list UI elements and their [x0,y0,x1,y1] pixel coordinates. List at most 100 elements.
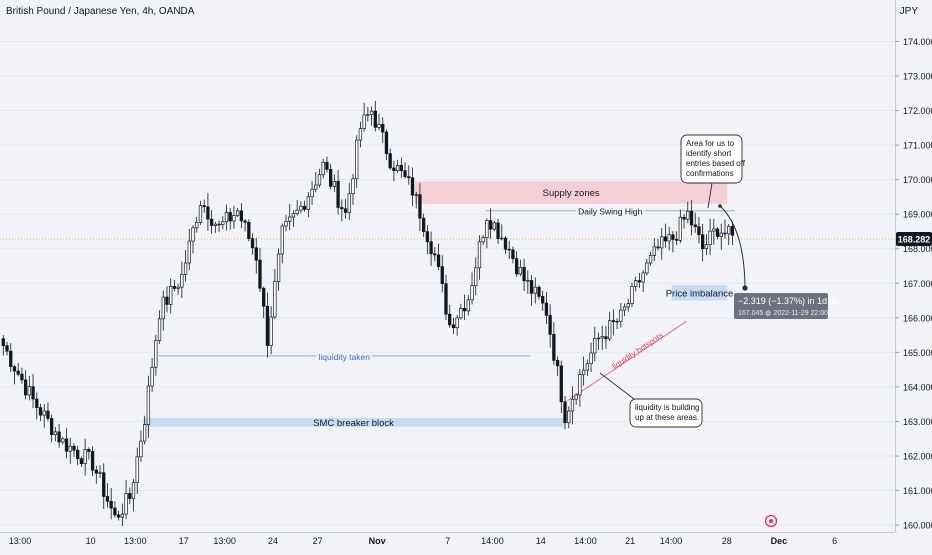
candle-body [529,280,534,294]
candles-layer[interactable] [1,101,735,527]
candle [276,248,281,291]
candle [161,290,165,331]
candle [671,231,675,253]
candle-body [217,223,221,226]
price-tick-label: 168.000 [903,244,932,254]
time-tick-label: 13:00 [213,536,236,546]
candle-body [667,234,671,242]
candle-body [622,306,627,311]
candle-body [5,345,9,352]
candle [209,210,214,234]
candle [116,510,121,521]
candle [395,159,400,173]
candle-body [87,449,91,452]
candle [730,221,735,246]
candle [552,321,556,365]
candle-body [637,280,642,283]
candle-body [340,207,344,210]
candle-body [254,247,258,261]
candle-body [414,194,418,196]
candle [310,181,314,205]
candle [727,224,731,246]
candle-body [563,401,567,424]
candle-body [154,340,158,368]
candle [280,223,284,264]
candle-body [477,241,482,269]
candle [399,157,403,178]
candle [518,259,523,277]
price-axis[interactable]: 174.000 173.000 172.000 171.000 170.000 169.0… [895,0,932,532]
candle [247,219,251,242]
candle [5,341,9,356]
candle [537,285,541,300]
candle-body [407,176,411,179]
candle [444,274,448,321]
candle-body [61,438,65,443]
candle-body [53,431,58,436]
candle [436,243,441,271]
candle-body [634,280,638,287]
candle [440,255,444,293]
candle-body [1,338,5,346]
candle-body [459,308,463,319]
candle-body [83,449,87,465]
candle-body [373,110,377,128]
candle [407,165,411,185]
candle [459,303,463,320]
candle-body [395,164,400,172]
candle [355,135,359,188]
candle [410,167,415,207]
candle-body [295,209,299,214]
candle [697,217,701,244]
candle [232,205,236,229]
candle-body [481,237,485,243]
price-tick-label: 162.000 [903,452,932,462]
candle [165,286,169,313]
candle [23,370,28,400]
candle [53,427,58,442]
candle [306,191,310,218]
time-axis[interactable]: 13:00 10 13:00 17 13:00 24 27 Nov 7 14:00 14 14:00 2… [0,514,895,547]
candle [544,292,549,325]
candle [648,251,653,266]
candle [180,261,184,298]
candle-body [265,305,270,346]
candle-body [578,374,582,396]
candle [284,215,288,232]
candle [622,303,627,317]
candle [150,358,154,392]
candle-body [16,370,20,375]
candle-body [27,386,31,396]
candle-body [418,194,422,219]
candle-body [291,213,296,218]
candle-body [302,205,307,210]
candle-body [31,386,35,400]
projection-end-dot [742,285,748,291]
candle-body [314,184,318,190]
candle-body [503,237,508,250]
candle-body [723,232,727,235]
candle [455,315,459,336]
candle [12,364,17,385]
candle [120,503,124,527]
candle-body [228,212,232,222]
candle-body [165,296,169,305]
candle [131,479,136,512]
candle [332,174,337,192]
candle [637,272,642,288]
candle [496,218,500,244]
candle [578,369,582,407]
candle [429,231,433,267]
candle-body [94,469,98,474]
candle-body [347,193,351,213]
candle [515,251,519,277]
candle [157,310,162,344]
candle [358,121,363,148]
candle-body [183,262,188,275]
candle [604,325,608,349]
zone-label: Supply zones [543,188,600,199]
candle [682,214,686,229]
